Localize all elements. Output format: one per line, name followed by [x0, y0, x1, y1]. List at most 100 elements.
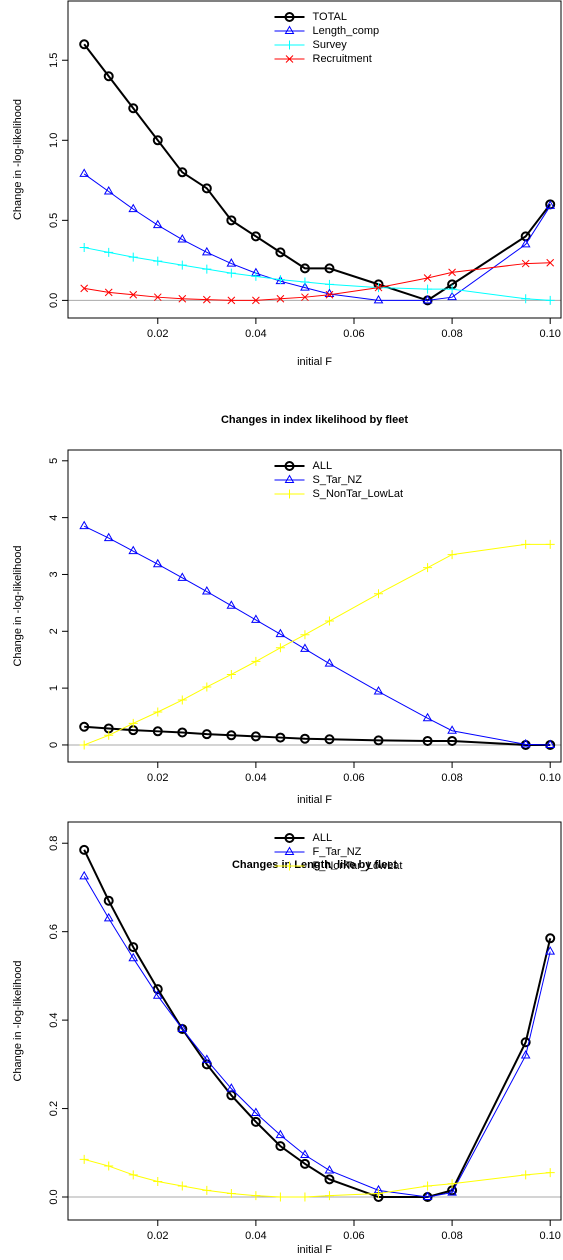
marker — [275, 1141, 286, 1152]
plot-frame — [67, 449, 562, 763]
series-line — [84, 247, 551, 301]
marker — [177, 695, 187, 705]
marker — [251, 1191, 261, 1201]
x-tick-label: 0.08 — [441, 328, 462, 340]
y-tick-label: 2 — [48, 628, 60, 634]
marker — [201, 586, 212, 595]
marker — [422, 712, 433, 722]
marker — [275, 1129, 286, 1139]
marker — [103, 895, 114, 906]
marker — [521, 539, 531, 549]
y-tick-label: 0.2 — [48, 1101, 60, 1116]
marker — [128, 103, 139, 114]
series-line — [83, 876, 551, 1198]
marker — [251, 656, 261, 666]
y-tick-label: 1.5 — [48, 53, 60, 68]
y-axis-label: Change in -log-likelihood — [12, 545, 24, 666]
marker — [152, 219, 163, 229]
chart: 0.02 0.04 0.06 0.08 0.10 0.0 0.5 1.0 1.5 initial … — [12, 0, 562, 368]
marker — [177, 234, 188, 243]
marker — [201, 246, 212, 256]
marker — [128, 718, 138, 728]
marker — [251, 1107, 261, 1116]
chart-title: Changes in index likelihood by fleet — [221, 414, 408, 426]
marker — [276, 294, 285, 303]
y-tick-label: 0.6 — [48, 924, 60, 939]
marker — [373, 735, 384, 746]
legend-label: S_NonTar_LowLat — [313, 488, 404, 500]
marker — [374, 589, 384, 599]
marker — [275, 247, 286, 258]
marker — [373, 686, 384, 695]
marker — [226, 215, 237, 226]
y-tick-label: 3 — [48, 571, 60, 577]
marker — [152, 990, 163, 999]
marker — [79, 39, 90, 50]
marker — [250, 231, 261, 242]
marker — [275, 732, 286, 743]
marker — [250, 731, 261, 742]
y-tick-label: 4 — [48, 515, 60, 521]
legend-label: S_Tar_NZ — [313, 474, 363, 486]
chart-title: Changes in Length_like by fleet — [232, 859, 397, 871]
marker — [325, 290, 334, 299]
legend-label: F_NonTar_LowLat — [313, 860, 403, 872]
marker — [103, 71, 114, 82]
series-line — [84, 725, 551, 746]
marker — [226, 268, 236, 278]
chart: Changes in index likelihood by fleet 0.02… — [12, 414, 562, 806]
marker — [422, 1191, 433, 1200]
x-tick-label: 0.02 — [147, 772, 168, 784]
legend-marker — [285, 40, 294, 50]
marker — [447, 284, 457, 294]
marker — [275, 628, 286, 638]
marker — [226, 258, 237, 267]
marker — [104, 247, 114, 257]
marker — [545, 739, 556, 748]
x-tick-label: 0.02 — [147, 1230, 168, 1242]
marker — [128, 952, 139, 962]
legend-marker — [284, 474, 295, 483]
marker — [226, 600, 237, 609]
marker — [79, 721, 90, 732]
legend-marker — [284, 25, 295, 34]
legend-label: ALL — [313, 832, 333, 844]
marker — [103, 532, 114, 542]
marker — [226, 1188, 236, 1198]
x-tick-label: 0.06 — [343, 328, 364, 340]
legend-marker — [284, 833, 295, 843]
marker — [299, 263, 310, 274]
x-tick-label: 0.08 — [441, 772, 462, 784]
marker — [275, 643, 285, 653]
legend-label: TOTAL — [313, 11, 347, 23]
legend-label: Length_comp — [313, 25, 380, 37]
marker — [324, 1191, 334, 1201]
marker — [324, 734, 335, 745]
series-line — [84, 1158, 551, 1198]
y-axis-label: Change in -log-likelihood — [12, 960, 24, 1081]
marker — [252, 296, 260, 305]
marker — [423, 1181, 433, 1191]
marker — [324, 658, 335, 667]
marker — [447, 1179, 457, 1189]
marker — [545, 946, 556, 955]
marker — [104, 730, 114, 740]
marker — [202, 1185, 212, 1195]
x-axis-label: initial F — [297, 794, 332, 806]
y-tick-label: 0.0 — [48, 1189, 60, 1204]
marker — [177, 260, 187, 270]
marker — [251, 614, 261, 623]
marker — [520, 238, 531, 248]
y-tick-label: 0.4 — [48, 1012, 60, 1027]
marker — [226, 669, 236, 679]
marker — [520, 1037, 531, 1048]
marker — [128, 1170, 138, 1180]
marker — [79, 1154, 89, 1164]
marker — [545, 1168, 555, 1178]
y-tick-label: 0.8 — [48, 836, 60, 851]
marker — [129, 290, 138, 299]
marker — [201, 1054, 212, 1063]
marker — [545, 295, 555, 305]
marker — [423, 284, 433, 294]
